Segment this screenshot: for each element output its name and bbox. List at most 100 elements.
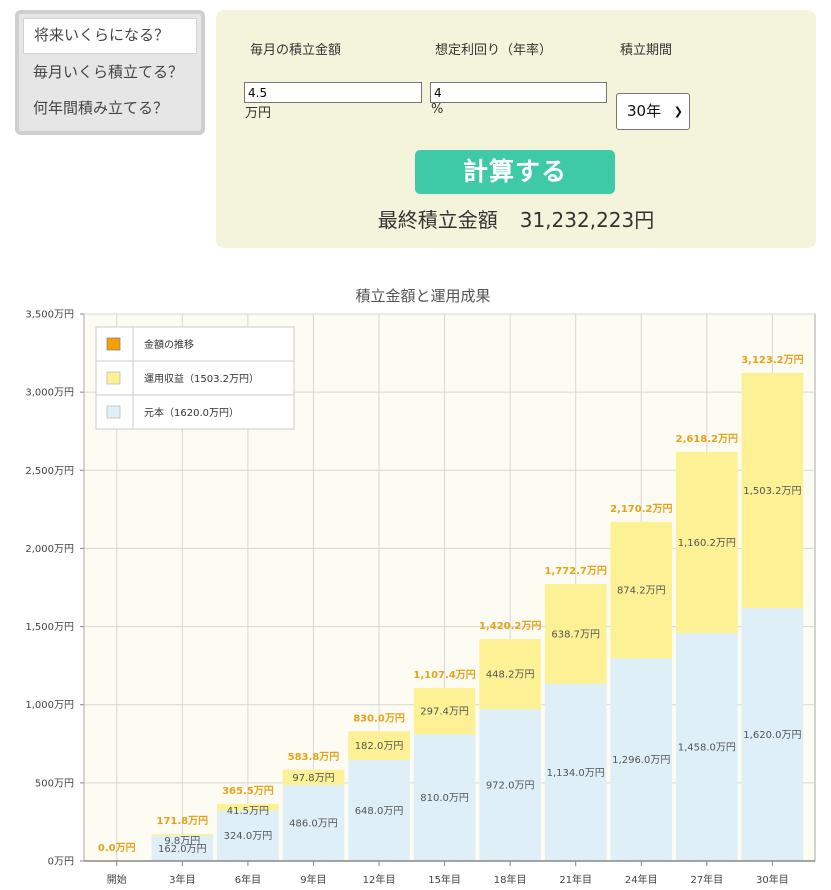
principal-label-10: 1,620.0万円 [743,730,801,741]
total-label-5: 1,107.4万円 [413,669,475,681]
annual-rate-label: 想定利回り（年率） [435,43,553,58]
principal-label-9: 1,458.0万円 [678,743,736,754]
y-tick-label: 500万円 [35,778,74,789]
total-label-0: 0.0万円 [98,842,136,854]
x-tick-label: 6年目 [235,873,261,886]
total-label-8: 2,170.2万円 [610,503,672,515]
bar-gain-3 [282,769,345,786]
legend-box [95,326,295,430]
result-line: 最終積立金額 31,232,223円 [216,204,816,233]
bar-gain-9 [676,451,738,634]
tab-years[interactable]: 何年間積み立てる？ [33,99,169,117]
gain-label-10: 1,503.2万円 [743,486,801,497]
tab-monthly-amount[interactable]: 毎月いくら積立てる？ [33,63,184,81]
total-label-9: 2,618.2万円 [676,433,738,445]
chart-title: 積立金額と運用成果 [355,287,490,305]
total-label-2: 365.5万円 [222,785,274,797]
y-tick-label: 1,500万円 [25,622,74,633]
x-tick-label: 21年目 [559,873,592,886]
annual-rate-input[interactable] [430,82,607,103]
total-label-7: 1,772.7万円 [545,565,607,577]
bar-principal-6 [479,709,541,861]
x-tick-label: 24年目 [625,873,658,886]
accumulation-chart: 積立金額と運用成果 0万円 500万円 1,000万円 1,500万円 2,000万円 2… [25,287,816,886]
bar-principal-9 [676,633,738,861]
y-tick-label: 2,500万円 [25,466,74,477]
y-tick-label: 3,500万円 [25,310,74,321]
y-tick-label: 1,000万円 [25,700,74,711]
total-label-3: 583.8万円 [288,751,340,763]
total-label-6: 1,420.2万円 [479,620,541,632]
x-tick-label: 3年目 [169,873,195,886]
bar-gain-8 [610,521,673,659]
bar-gain-6 [479,639,541,710]
bar-gain-5 [413,687,476,735]
legend-label-1: 運用収益（1503.2万円） [144,372,259,385]
bar-principal-4 [348,759,410,861]
result-label: 最終積立金額 [377,208,498,232]
principal-label-4: 648.0万円 [355,806,404,817]
x-tick-label: 9年目 [300,873,326,886]
annual-rate-unit: % [431,102,444,117]
monthly-amount-unit: 万円 [245,106,272,121]
gain-label-6: 448.2万円 [486,670,535,681]
bar-principal-1 [151,835,214,861]
period-select-value: 30年 [627,102,662,120]
x-tick-label: 開始 [107,873,127,886]
total-label-4: 830.0万円 [353,712,405,724]
gain-label-8: 874.2万円 [617,586,666,597]
legend-swatch-0 [106,337,121,351]
gain-label-5: 297.4万円 [420,707,469,718]
legend-swatch-2 [106,405,121,419]
bar-gain-10 [741,372,804,608]
y-tick-label: 2,000万円 [25,544,74,555]
gain-label-2: 41.5万円 [227,806,269,817]
gain-label-7: 638.7万円 [551,629,600,640]
y-tick-label: 0万円 [48,857,74,868]
bar-gain-7 [544,583,607,684]
principal-label-1: 162.0万円 [158,844,207,855]
x-tick-label: 12年目 [363,873,396,886]
x-tick-label: 27年目 [690,873,723,886]
bar-principal-7 [544,683,607,861]
gain-label-4: 182.0万円 [355,741,404,752]
period-label: 積立期間 [620,43,673,58]
total-label-10: 3,123.2万円 [741,354,803,366]
gain-label-1: 9.8万円 [164,836,200,847]
bar-gain-4 [348,731,410,760]
principal-label-2: 324.0万円 [224,831,273,842]
gain-label-3: 97.8万円 [292,773,334,784]
bar-principal-5 [413,734,476,861]
input-form-panel: 毎月の積立金額 想定利回り（年率） 積立期間 万円 % 30年 ❯ 計算する 最… [216,10,816,248]
x-tick-label: 15年目 [428,873,461,886]
chevron-down-icon: ❯ [673,105,683,118]
x-tick-label: 18年目 [494,873,527,886]
principal-label-8: 1,296.0万円 [612,755,670,766]
period-select[interactable]: 30年 ❯ [616,93,690,130]
monthly-amount-label: 毎月の積立金額 [250,43,342,58]
result-value: 31,232,223円 [519,208,655,232]
y-axis: 0万円 500万円 1,000万円 1,500万円 2,000万円 2,500万円 3,00… [25,310,84,868]
bar-principal-3 [282,785,345,861]
x-axis: 開始 3年目 6年目 9年目 12年目 15年目 18年目 21年目 24年目 27年目 30年目 [84,860,815,886]
gain-label-9: 1,160.2万円 [678,538,736,549]
principal-label-7: 1,134.0万円 [547,768,605,779]
legend-label-2: 元本（1620.0万円） [144,406,239,419]
bar-principal-2 [217,810,279,861]
principal-label-6: 972.0万円 [486,781,535,792]
bar-gain-2 [217,803,279,811]
calculate-button[interactable]: 計算する [415,150,615,194]
legend-label-0: 金額の推移 [144,338,194,351]
calculation-mode-tabs: 将来いくらになる？ 毎月いくら積立てる？ 何年間積み立てる？ [15,10,205,135]
legend-swatch-1 [106,371,121,385]
principal-label-5: 810.0万円 [420,793,469,804]
tab-future-value[interactable]: 将来いくらになる？ [23,18,197,54]
bar-gain-1 [151,834,214,836]
bar-principal-8 [610,658,673,861]
principal-label-3: 486.0万円 [289,819,338,830]
total-label-1: 171.8万円 [157,815,209,827]
y-tick-label: 3,000万円 [25,388,74,399]
monthly-amount-input[interactable] [244,82,422,103]
